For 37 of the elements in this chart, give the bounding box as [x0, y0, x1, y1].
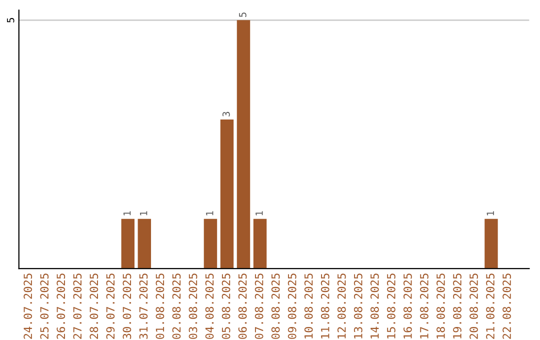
x-tick-label: 10.08.2025 [304, 274, 313, 338]
x-tick-label: 01.08.2025 [156, 274, 164, 339]
data-label: 1 [140, 211, 148, 216]
x-tick-label: 07.08.2025 [254, 274, 264, 339]
x-tick-label: 16.08.2025 [403, 274, 412, 338]
x-tick-label: 13.08.2025 [354, 274, 362, 338]
x-tick-label: 26.07.2025 [56, 274, 66, 339]
x-tick-label: 14.08.2025 [370, 274, 379, 338]
x-tick-label: 30.07.2025 [122, 274, 132, 339]
x-tick-label: 04.08.2025 [205, 274, 214, 339]
data-label: 1 [206, 211, 214, 216]
x-tick-label: 11.08.2025 [320, 274, 330, 338]
x-tick-label: 02.08.2025 [172, 274, 181, 339]
x-tick-label: 29.07.2025 [106, 274, 115, 339]
data-label: 1 [256, 211, 263, 216]
x-tick-label: 21.08.2025 [486, 274, 494, 339]
x-tick-label: 19.08.2025 [453, 274, 462, 338]
x-tick-label: 15.08.2025 [386, 274, 396, 338]
x-tick-label: 25.07.2025 [40, 274, 49, 339]
x-tick-label: 18.08.2025 [436, 274, 445, 338]
x-tick-label: 22.08.2025 [502, 274, 511, 339]
x-tick-label: 17.08.2025 [420, 274, 428, 338]
data-label: 1 [124, 211, 131, 216]
x-tick-label: 03.08.2025 [188, 274, 198, 339]
x-tick-label: 24.07.2025 [24, 274, 32, 339]
x-tick-label: 05.08.2025 [222, 274, 230, 339]
data-label: 3 [222, 112, 230, 116]
data-label: 1 [486, 211, 494, 216]
x-tick-label: 28.07.2025 [90, 274, 98, 339]
x-tick-label: 08.08.2025 [271, 274, 280, 339]
x-tick-label: 27.07.2025 [73, 274, 82, 339]
data-label: 5 [239, 12, 246, 17]
x-tick-label: 31.07.2025 [139, 274, 148, 339]
x-tick-label: 12.08.2025 [337, 274, 346, 338]
x-tick-label: 20.08.2025 [470, 274, 478, 339]
x-tick-label: 06.08.2025 [238, 274, 247, 339]
x-tick-label: 09.08.2025 [288, 274, 296, 339]
